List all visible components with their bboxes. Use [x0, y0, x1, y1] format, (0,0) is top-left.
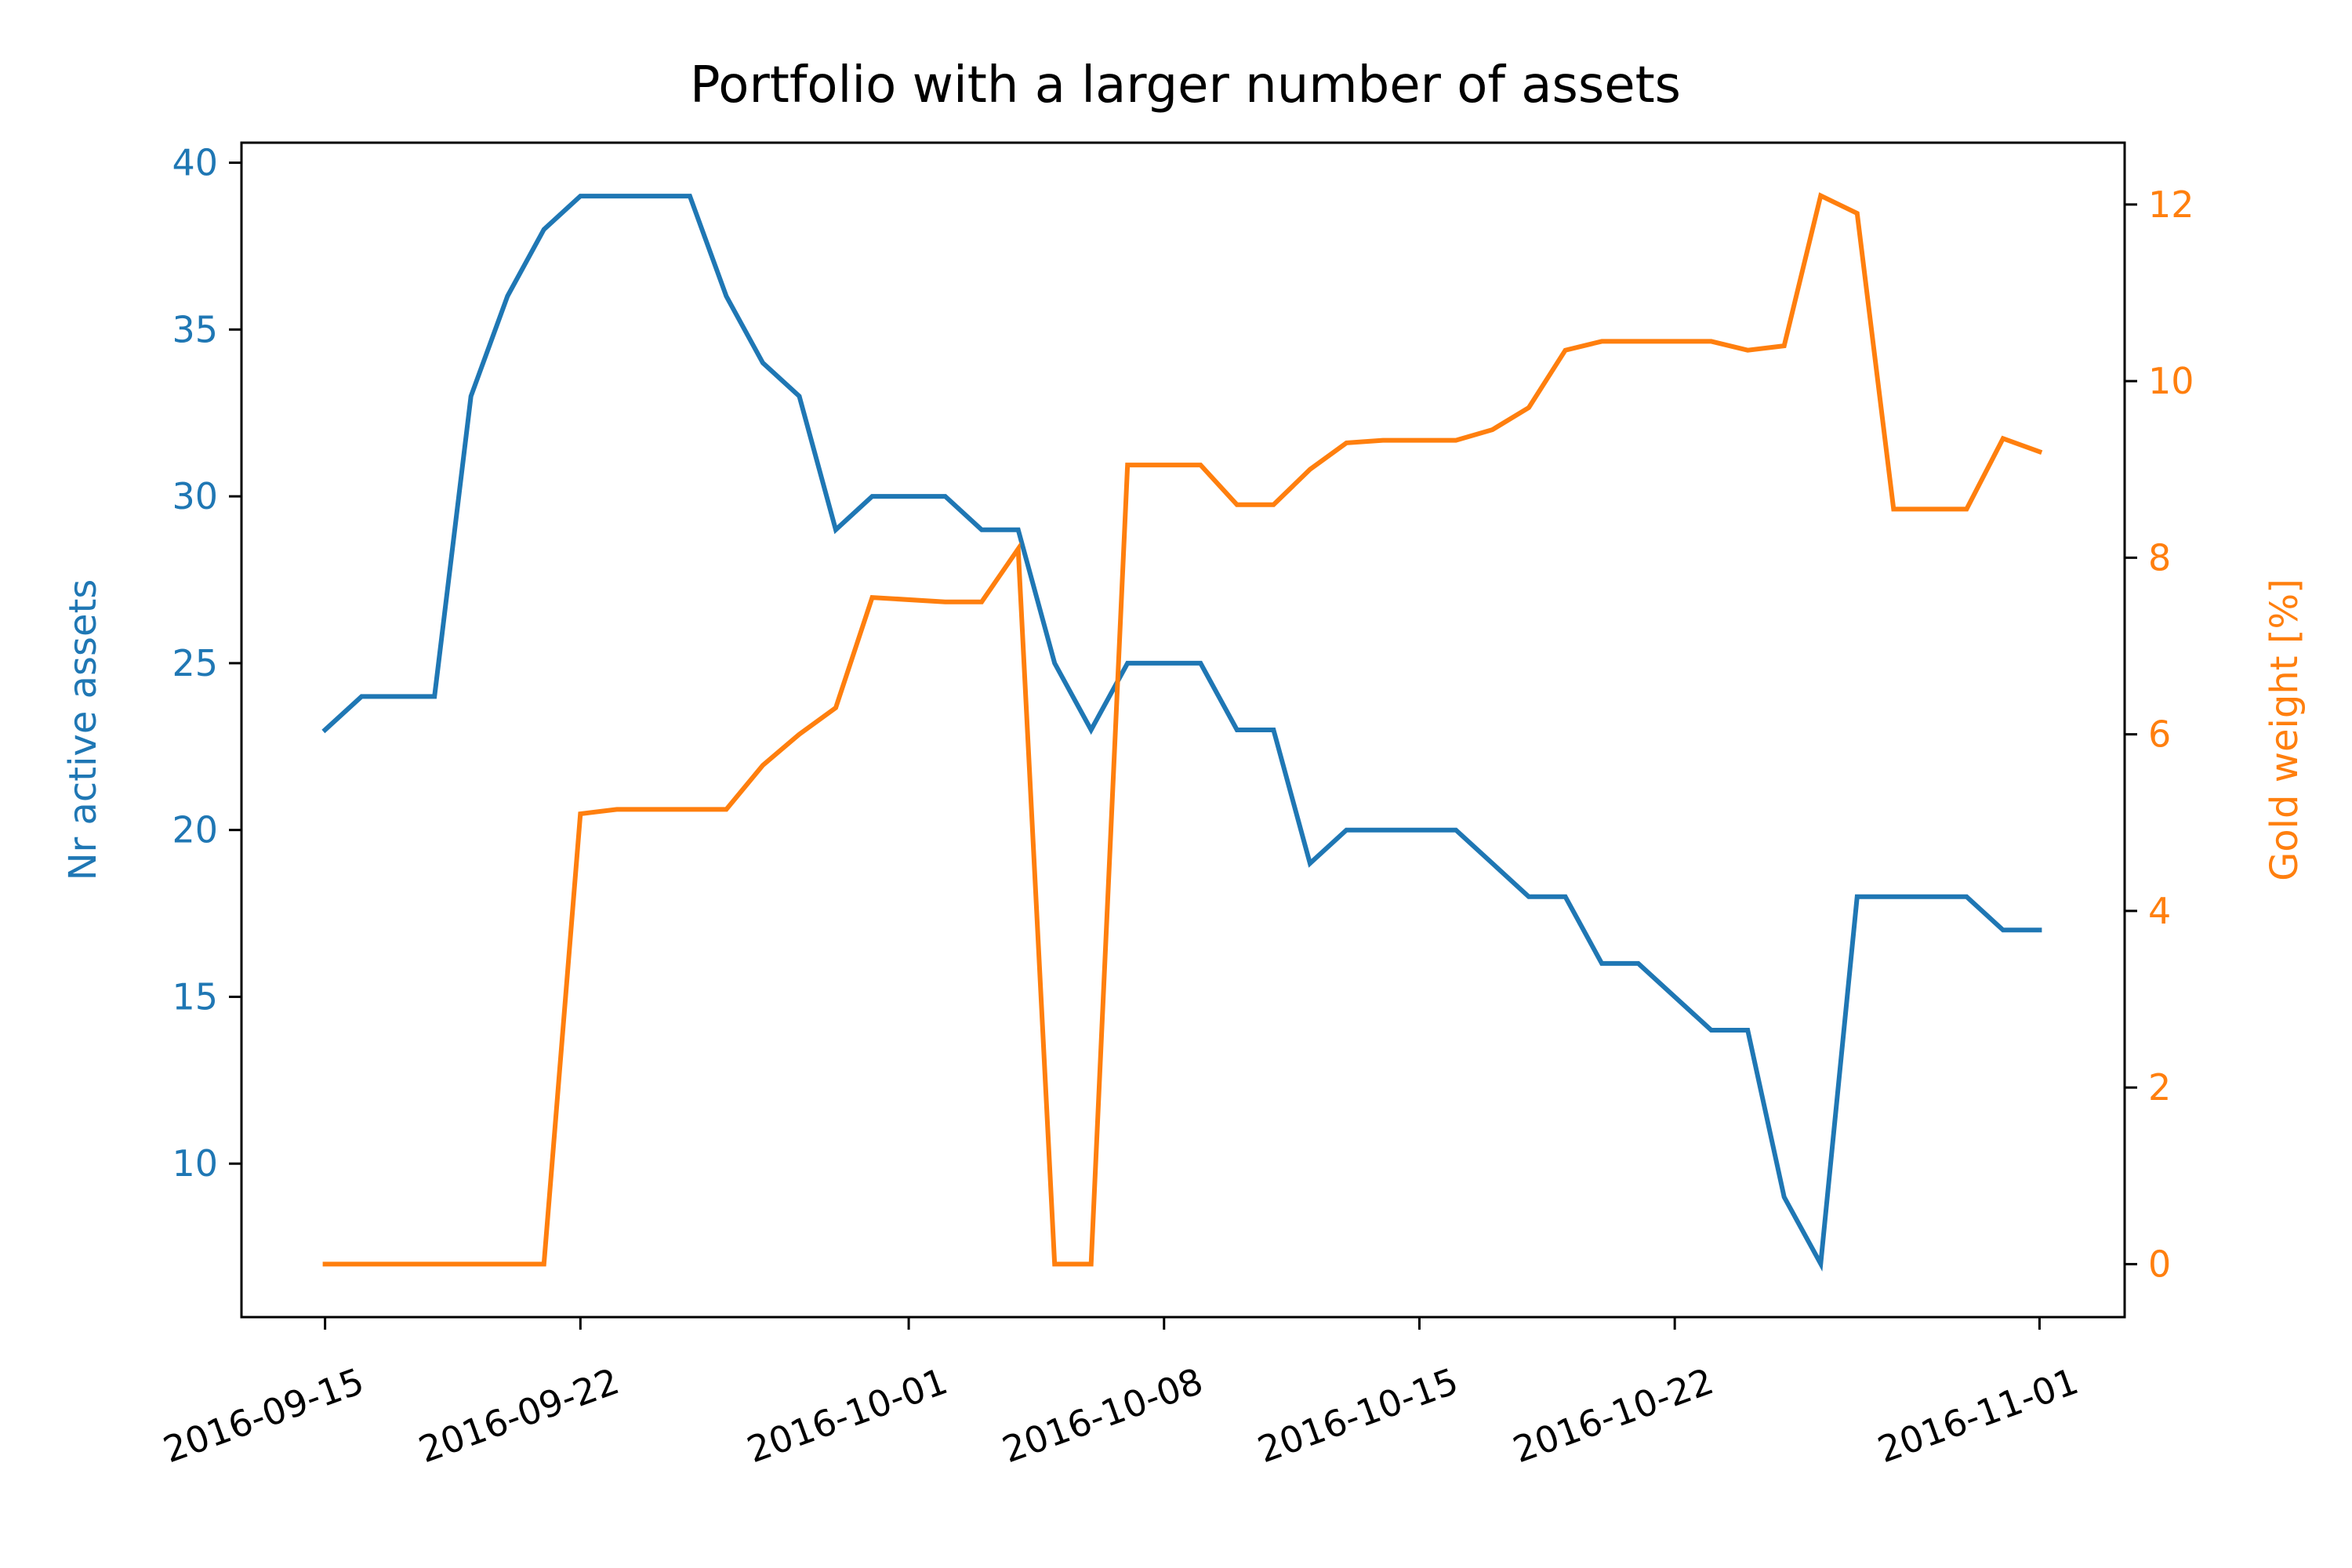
right-y-tick-label: 8 [2148, 536, 2171, 579]
left-y-tick-label: 40 [172, 142, 218, 184]
right-y-axis-label: Gold weight [%] [2263, 579, 2307, 881]
nr-active-assets-series-line [321, 194, 2042, 1272]
right-y-tick-label: 10 [2148, 360, 2194, 402]
left-y-tick-label: 20 [172, 809, 218, 851]
x-tick-label: 2016-11-01 [1872, 1359, 2084, 1471]
right-y-tick-label: 2 [2148, 1066, 2171, 1109]
right-y-tick-label: 6 [2148, 713, 2171, 756]
x-axis: 2016-09-15 2016-09-22 2016-10-01 2016-10-08… [158, 1317, 2084, 1471]
plot-frame [240, 141, 2126, 1319]
x-tick-label: 2016-10-15 [1252, 1359, 1464, 1471]
left-y-axis: 10 15 20 25 30 35 40 [172, 142, 241, 1185]
x-tick-label: 2016-09-15 [158, 1359, 369, 1471]
left-y-tick-label: 35 [172, 308, 218, 350]
left-y-tick-label: 15 [172, 975, 218, 1018]
series-layer [321, 192, 2043, 1272]
right-y-tick-label: 0 [2148, 1243, 2171, 1285]
gold-weight-series-line [322, 192, 2043, 1267]
left-y-axis-label: Nr active assets [61, 579, 105, 881]
left-y-tick-label: 25 [172, 642, 218, 684]
x-tick-label: 2016-10-08 [996, 1359, 1208, 1471]
left-y-tick-label: 10 [172, 1142, 218, 1185]
right-y-axis: 0 2 4 6 8 10 12 [2125, 183, 2194, 1285]
right-y-tick-label: 12 [2148, 183, 2194, 226]
left-y-tick-label: 30 [172, 475, 218, 517]
x-tick-label: 2016-10-22 [1508, 1359, 1719, 1471]
x-tick-label: 2016-10-01 [742, 1359, 953, 1471]
right-y-tick-label: 4 [2148, 890, 2171, 932]
chart-title: Portfolio with a larger number of assets [690, 56, 1681, 114]
x-tick-label: 2016-09-22 [413, 1359, 625, 1471]
